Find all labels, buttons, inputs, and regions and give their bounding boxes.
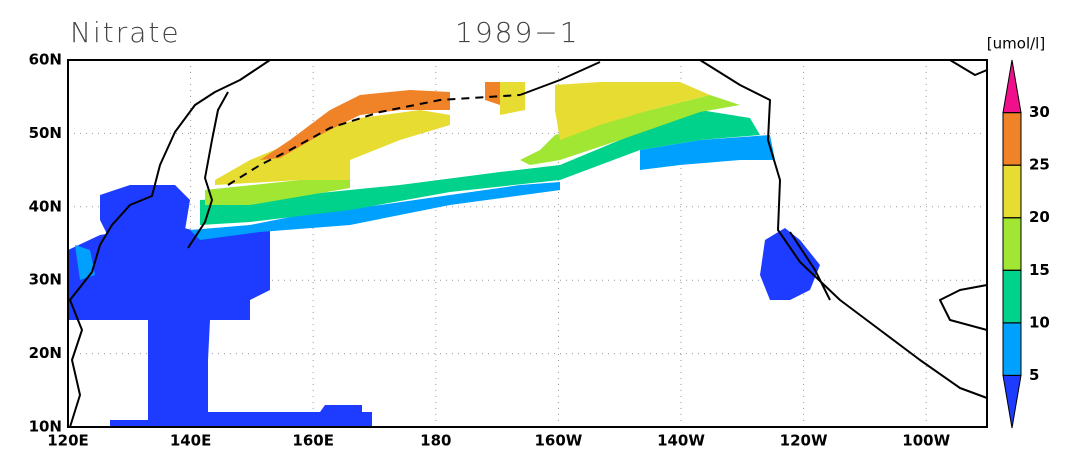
axes: 120E 140E 160E 180 160W 140W 120W 100W 10N 20N 30N… xyxy=(29,51,951,450)
colorbar-segment xyxy=(1002,112,1022,166)
field-region xyxy=(75,245,95,280)
lat-label: 20N xyxy=(29,344,62,362)
lon-label: 100W xyxy=(902,432,950,450)
field-region xyxy=(215,110,450,185)
lon-label: 140W xyxy=(657,432,705,450)
field-region xyxy=(555,82,710,140)
field-region xyxy=(640,135,775,170)
field-region xyxy=(760,228,820,300)
colorbar-segment xyxy=(1002,322,1022,376)
colorbar-label: 5 xyxy=(1029,366,1039,384)
coastline xyxy=(939,284,988,331)
coastline xyxy=(187,91,229,249)
colorbar: 5 10 15 20 25 30 xyxy=(1002,59,1050,429)
lon-label: 180 xyxy=(420,432,451,450)
lat-label: 40N xyxy=(29,197,62,215)
lon-label: 140E xyxy=(170,432,212,450)
colorbar-label: 15 xyxy=(1029,261,1050,279)
colorbar-end xyxy=(1002,59,1022,114)
title: Nitrate xyxy=(70,16,181,49)
unit: [umol/l] xyxy=(987,35,1045,53)
colorbar-end xyxy=(1002,374,1022,429)
field xyxy=(68,82,820,427)
coastline xyxy=(519,61,601,96)
lon-label: 120E xyxy=(47,432,89,450)
field-region xyxy=(500,82,525,115)
lon-label: 120W xyxy=(780,432,828,450)
coastline xyxy=(789,231,831,301)
date: 1989−1 xyxy=(455,16,580,49)
field-region xyxy=(260,90,450,160)
coastline xyxy=(227,94,521,186)
lon-label: 160W xyxy=(534,432,582,450)
field-region xyxy=(68,222,372,427)
colorbar-label: 20 xyxy=(1029,208,1050,226)
lat-label: 10N xyxy=(29,418,62,436)
lat-label: 60N xyxy=(29,51,62,69)
field-region xyxy=(485,82,500,105)
field-region xyxy=(100,185,190,240)
map-frame xyxy=(67,59,988,428)
lat-label: 30N xyxy=(29,271,62,289)
colorbar-segment xyxy=(1002,164,1022,219)
coastline xyxy=(699,59,988,399)
field-region xyxy=(190,182,560,240)
colorbar-segment xyxy=(1002,269,1022,324)
lon-label: 160E xyxy=(292,432,334,450)
colorbar-label: 30 xyxy=(1029,103,1050,121)
field-region xyxy=(205,180,350,205)
lat-label: 50N xyxy=(29,124,62,142)
coastline xyxy=(949,59,988,76)
colorbar-segment xyxy=(1002,217,1022,271)
colorbar-label: 10 xyxy=(1029,313,1050,331)
field-region xyxy=(200,110,760,225)
coastlines xyxy=(69,59,988,428)
coastline xyxy=(69,59,271,428)
colorbar-label: 25 xyxy=(1029,156,1050,174)
field-region xyxy=(520,95,740,165)
